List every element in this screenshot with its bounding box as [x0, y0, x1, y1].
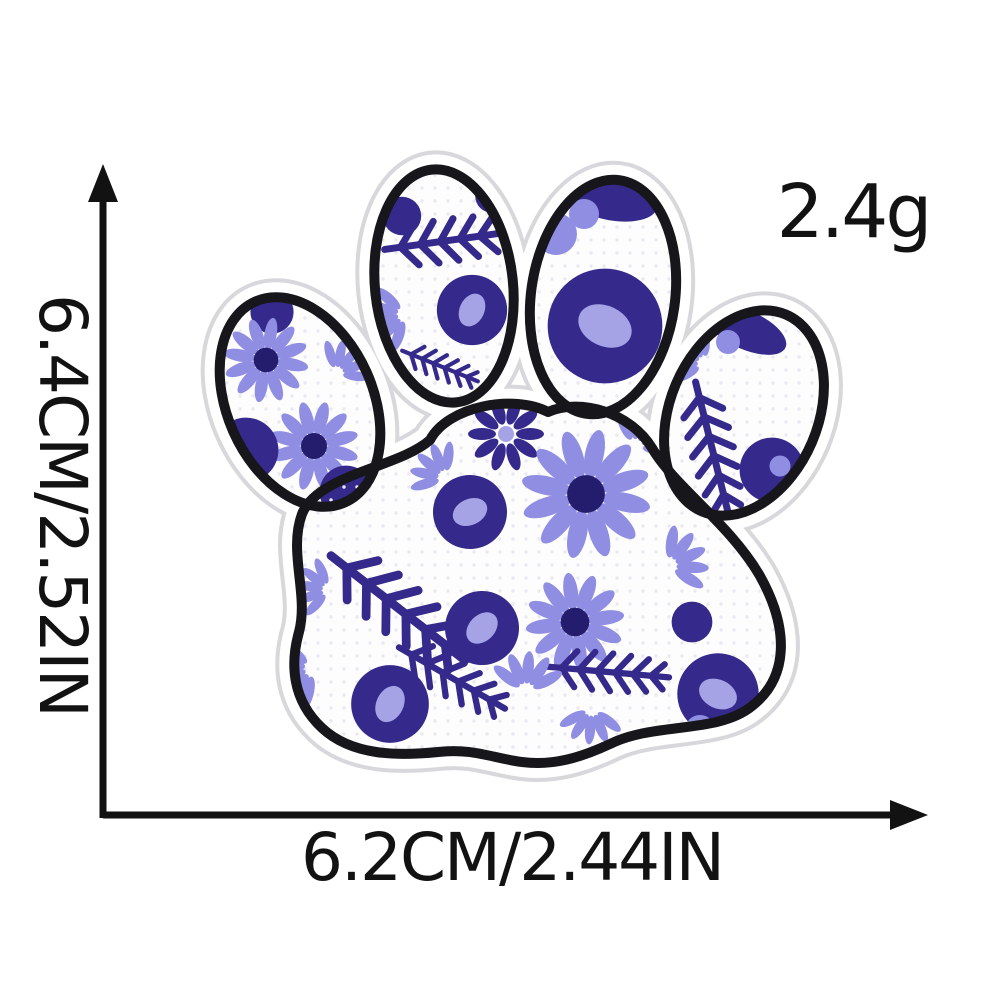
poppy-motif: [436, 274, 508, 346]
paw-patch: [189, 162, 854, 773]
flower-blob-motif: [671, 601, 713, 643]
poppy-motif: [351, 665, 429, 743]
up-arrow-icon: [88, 164, 118, 202]
right-arrow-icon: [890, 800, 928, 830]
lavender-blob-motif: [716, 330, 740, 354]
poppy-motif: [547, 268, 663, 384]
lavender-blob-motif: [769, 455, 791, 477]
measurement-axes: [88, 164, 928, 830]
weight-label: 2.4g: [776, 169, 933, 255]
width-dimension-label: 6.2CM/2.44IN: [300, 819, 725, 896]
height-dimension-label: 6.4CM/2.52IN: [24, 293, 101, 717]
